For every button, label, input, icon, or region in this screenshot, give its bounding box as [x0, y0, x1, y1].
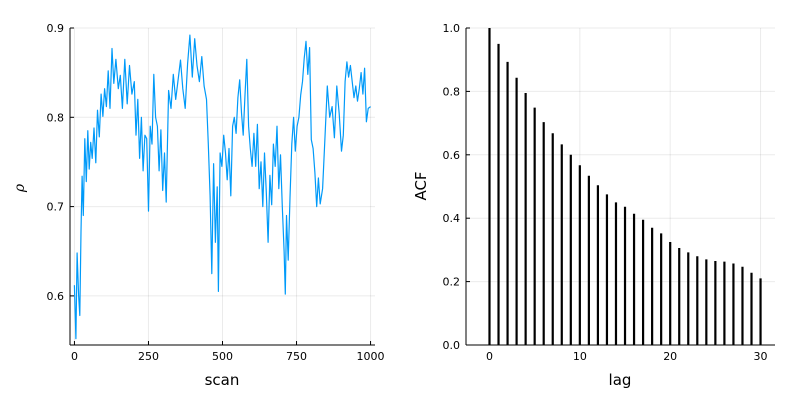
acf-axes [465, 28, 775, 346]
trace-y-tick-label: 0.8 [47, 111, 65, 124]
trace-y-tick-label: 0.6 [47, 290, 65, 303]
trace-x-tick-label: 0 [71, 350, 78, 363]
acf-y-tick-label: 0.4 [443, 212, 461, 225]
acf-x-tick-label: 10 [573, 350, 587, 363]
acf-y-tick-label: 0.0 [443, 339, 461, 352]
acf-y-tick-label: 1.0 [443, 22, 461, 35]
acf-x-tick-label: 0 [486, 350, 493, 363]
trace-y-axis-label: ρ [12, 183, 28, 193]
trace-y-ticks: 0.6 0.7 0.8 0.9 [47, 22, 74, 303]
trace-x-tick-label: 750 [286, 350, 307, 363]
trace-x-tick-label: 1000 [357, 350, 385, 363]
acf-x-ticks: 0 10 20 30 [486, 341, 768, 363]
acf-x-tick-label: 30 [754, 350, 768, 363]
acf-y-ticks: 0.0 0.2 0.4 0.6 0.8 1.0 [443, 22, 470, 352]
trace-x-ticks: 0 250 500 750 1000 [71, 341, 385, 363]
acf-y-tick-label: 0.6 [443, 149, 461, 162]
trace-x-axis-label: scan [205, 371, 240, 389]
acf-x-tick-label: 20 [663, 350, 677, 363]
trace-line [73, 34, 371, 340]
acf-y-tick-label: 0.2 [443, 276, 461, 289]
acf-bars [488, 28, 762, 345]
acf-plot: 0 10 20 30 0.0 0.2 0.4 0.6 0.8 1.0 lag ACF [412, 22, 775, 389]
trace-plot: 0 250 500 750 1000 0.6 0.7 0.8 0.9 scan ρ [12, 22, 385, 389]
acf-x-axis-label: lag [609, 371, 632, 389]
trace-grid [70, 27, 375, 345]
acf-grid [466, 27, 775, 346]
acf-y-axis-label: ACF [412, 171, 430, 200]
trace-y-tick-label: 0.7 [47, 201, 65, 214]
trace-y-tick-label: 0.9 [47, 22, 65, 35]
acf-y-tick-label: 0.8 [443, 85, 461, 98]
trace-x-tick-label: 250 [138, 350, 159, 363]
trace-x-tick-label: 500 [212, 350, 233, 363]
